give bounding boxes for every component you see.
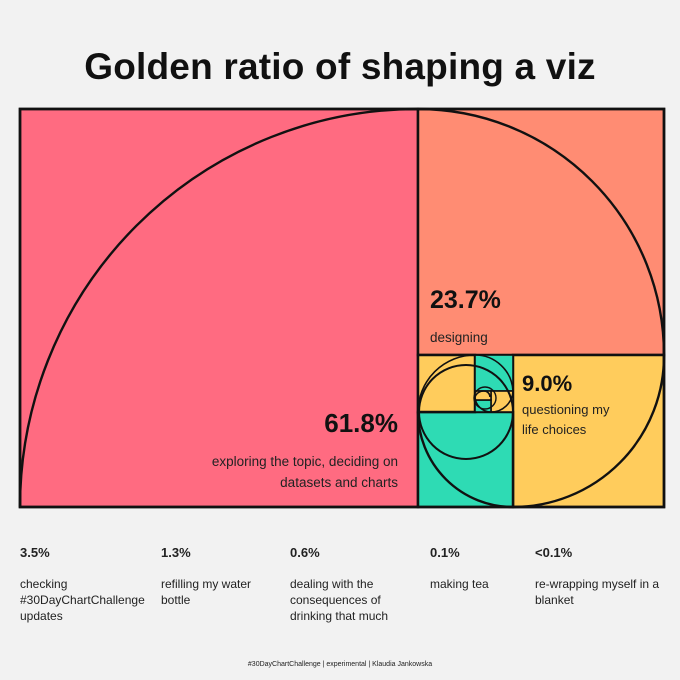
minor-segment-label-line: consequences of bbox=[290, 593, 381, 607]
segment-3-rect bbox=[511, 353, 666, 509]
segment-3-label-line: life choices bbox=[522, 422, 587, 437]
spiral-arc bbox=[416, 411, 514, 509]
segment-1-label-line: datasets and charts bbox=[280, 475, 398, 490]
minor-segment-value: 3.5% bbox=[20, 545, 50, 560]
spiral-circle bbox=[473, 386, 497, 410]
minor-segment-3: 0.6% dealing with the consequences of drink… bbox=[290, 545, 388, 624]
minor-segment-label-line: drinking that much bbox=[290, 609, 389, 623]
chart-title: Golden ratio of shaping a viz bbox=[84, 46, 596, 87]
segment-5-rect bbox=[416, 353, 477, 414]
segment-1-label-line: exploring the topic, deciding on bbox=[212, 454, 398, 469]
segment-2-value: 23.7% bbox=[430, 286, 501, 314]
spiral-arc bbox=[474, 354, 514, 392]
segment-1-rect bbox=[18, 107, 420, 509]
minor-segment-value: <0.1% bbox=[535, 545, 573, 560]
minor-segment-label-line: re-wrapping myself in a bbox=[535, 577, 660, 591]
minor-segment-1: 3.5% checking #30DayChartChallenge updates bbox=[20, 545, 145, 624]
segment-3-value: 9.0% bbox=[522, 371, 572, 396]
segment-2-label-line: designing bbox=[430, 330, 488, 345]
minor-segment-5: <0.1% re-wrapping myself in a blanket bbox=[535, 545, 659, 608]
minor-segment-label-line: updates bbox=[20, 609, 63, 623]
footer-credits: #30DayChartChallenge | experimental | Kl… bbox=[247, 661, 433, 668]
minor-segment-label-line: checking bbox=[20, 577, 68, 591]
minor-segment-value: 1.3% bbox=[161, 545, 191, 560]
spiral-arc bbox=[483, 390, 491, 398]
minor-segment-label-line: bottle bbox=[161, 593, 191, 607]
minor-segment-label-line: blanket bbox=[535, 593, 574, 607]
segment-3-label-line: questioning my bbox=[522, 402, 610, 417]
minor-segment-label-line: dealing with the bbox=[290, 577, 374, 591]
minor-segment-label-line: #30DayChartChallenge bbox=[20, 593, 145, 607]
minor-segment-value: 0.1% bbox=[430, 545, 460, 560]
spiral-circle bbox=[418, 364, 514, 460]
minor-segment-2: 1.3% refilling my water bottle bbox=[161, 545, 251, 608]
segment-1-value: 61.8% bbox=[324, 408, 398, 438]
minor-segment-label-line: making tea bbox=[430, 577, 489, 591]
spiral-arc bbox=[417, 354, 476, 413]
spiral-arc bbox=[490, 390, 514, 413]
spiral-arc bbox=[512, 354, 666, 509]
chart-frame bbox=[18, 107, 666, 509]
segment-2-rect bbox=[416, 107, 666, 357]
spiral-arc bbox=[474, 390, 485, 398]
minor-segment-label-line: refilling my water bbox=[161, 577, 252, 591]
spiral-arc bbox=[18, 107, 419, 508]
minor-segment-value: 0.6% bbox=[290, 545, 320, 560]
spiral-arc bbox=[417, 107, 666, 356]
minor-segment-4: 0.1% making tea bbox=[430, 545, 489, 592]
